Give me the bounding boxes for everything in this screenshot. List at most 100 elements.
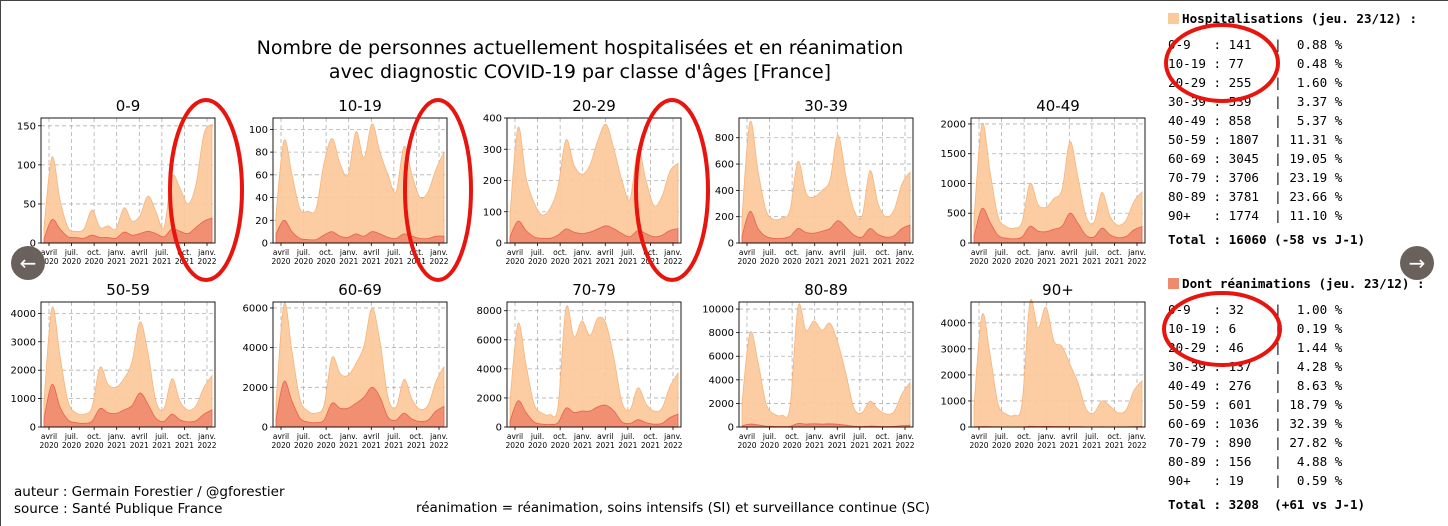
reanimations-area	[973, 207, 1143, 244]
x-tick-label: oct.	[553, 248, 567, 257]
reanimations-swatch	[1168, 278, 1179, 289]
x-tick-label: 2021	[1082, 441, 1101, 450]
arrow-left-icon[interactable]: ←	[11, 246, 45, 280]
y-tick-label: 0	[960, 239, 966, 250]
y-tick-label: 10000	[702, 305, 734, 316]
x-tick-label: avril	[597, 432, 613, 441]
x-tick-label: 2022	[895, 441, 914, 450]
x-tick-label: 2022	[197, 257, 216, 266]
y-tick-label: 0	[30, 239, 36, 250]
x-tick-label: oct.	[1107, 248, 1121, 257]
x-tick-label: 2021	[175, 257, 194, 266]
hospitalisations-area	[43, 306, 213, 428]
chart-title: 70-79	[572, 281, 616, 299]
x-tick-label: juil.	[64, 432, 78, 441]
stats-row: 40-49 : 276 | 8.63 %	[1168, 378, 1343, 393]
arrow-right-icon[interactable]: →	[1400, 246, 1434, 280]
stats-row: 30-39 : 539 | 3.37 %	[1168, 94, 1343, 109]
reanimations-total: Total : 3208 (+61 vs J-1)	[1168, 497, 1366, 512]
x-tick-label: 2021	[850, 441, 869, 450]
x-tick-label: 2021	[175, 441, 194, 450]
stats-row: 80-89 : 3781 | 23.66 %	[1168, 189, 1343, 204]
x-tick-label: janv.	[895, 432, 914, 441]
x-tick-label: 2020	[85, 441, 104, 450]
y-tick-label: 6000	[477, 335, 502, 346]
stats-row: 10-19 : 77 | 0.48 %	[1168, 56, 1343, 71]
x-tick-label: oct.	[643, 248, 657, 257]
x-tick-label: avril	[507, 432, 523, 441]
x-tick-label: 2021	[384, 257, 403, 266]
stats-row: 20-29 : 46 | 1.44 %	[1168, 340, 1343, 355]
x-tick-label: 2020	[551, 441, 570, 450]
x-tick-label: 2021	[1105, 441, 1124, 450]
x-tick-label: oct.	[87, 432, 101, 441]
y-tick-label: 400	[715, 186, 734, 197]
y-tick-label: 150	[17, 121, 36, 132]
x-tick-label: 2020	[783, 257, 802, 266]
x-tick-label: janv.	[895, 248, 914, 257]
x-tick-label: 2021	[1037, 257, 1056, 266]
x-tick-label: 2021	[1037, 441, 1056, 450]
x-tick-label: avril	[971, 248, 987, 257]
x-tick-label: juil.	[994, 248, 1008, 257]
x-tick-label: 2021	[596, 441, 615, 450]
y-tick-label: 300	[483, 145, 502, 156]
x-tick-label: juil.	[386, 248, 400, 257]
x-tick-label: 2021	[618, 257, 637, 266]
x-tick-label: 2021	[107, 257, 126, 266]
x-tick-label: oct.	[1107, 432, 1121, 441]
x-tick-label: janv.	[663, 248, 682, 257]
y-tick-label: 1000	[11, 394, 36, 405]
reanimations-area	[43, 383, 213, 428]
y-tick-label: 20	[255, 216, 268, 227]
chart-svg: 30-390200400600800avril2020juil.2020oct.…	[715, 97, 915, 266]
x-tick-label: 2020	[317, 257, 336, 266]
x-tick-label: 2022	[1127, 441, 1146, 450]
y-tick-label: 2000	[941, 119, 966, 130]
x-tick-label: 2021	[573, 257, 592, 266]
x-tick-label: 2021	[152, 257, 171, 266]
hospitalisations-area	[973, 299, 1143, 428]
plot-frame	[738, 117, 914, 244]
x-tick-label: 2021	[339, 441, 358, 450]
hospitalisations-area	[741, 120, 911, 244]
y-tick-label: 8000	[477, 306, 502, 317]
x-tick-label: janv.	[805, 248, 824, 257]
x-tick-label: avril	[739, 432, 755, 441]
y-tick-label: 3000	[941, 344, 966, 355]
x-tick-label: janv.	[805, 432, 824, 441]
stats-row: 70-79 : 890 | 27.82 %	[1168, 435, 1343, 450]
x-tick-label: juil.	[530, 432, 544, 441]
x-tick-label: juil.	[1084, 248, 1098, 257]
y-tick-label: 2000	[709, 399, 734, 410]
x-tick-label: juil.	[1084, 432, 1098, 441]
y-tick-label: 2000	[477, 393, 502, 404]
y-tick-label: 8000	[709, 328, 734, 339]
stats-row: 60-69 : 3045 | 19.05 %	[1168, 151, 1343, 166]
x-tick-label: 2020	[528, 257, 547, 266]
x-tick-label: avril	[1061, 432, 1077, 441]
x-tick-label: 2021	[596, 257, 615, 266]
y-tick-label: 100	[249, 125, 268, 136]
x-tick-label: avril	[273, 248, 289, 257]
author-credit: auteur : Germain Forestier / @gforestier	[14, 484, 285, 500]
x-tick-label: oct.	[553, 432, 567, 441]
x-tick-label: 2020	[760, 441, 779, 450]
chart-svg: 0-9050100150avril2020juil.2020oct.2020ja…	[17, 97, 217, 266]
x-tick-label: juil.	[296, 432, 310, 441]
x-tick-label: juil.	[64, 248, 78, 257]
y-tick-label: 0	[262, 239, 268, 250]
chart-svg: 50-5901000200030004000avril2020juil.2020…	[11, 281, 217, 450]
x-tick-label: juil.	[296, 248, 310, 257]
reanimations-header-label: Dont réanimations (jeu. 23/12) :	[1182, 276, 1425, 291]
y-tick-label: 600	[715, 160, 734, 171]
y-tick-label: 0	[496, 239, 502, 250]
stats-row: 30-39 : 137 | 4.28 %	[1168, 359, 1343, 374]
x-tick-label: oct.	[319, 432, 333, 441]
x-tick-label: 2021	[873, 441, 892, 450]
x-tick-label: 2020	[317, 441, 336, 450]
stats-row: 10-19 : 6 | 0.19 %	[1168, 321, 1343, 336]
plot-frame	[272, 301, 448, 428]
x-tick-label: janv.	[1037, 248, 1056, 257]
chart-panel-5: 40-49 0 500 1000 1500 2000 avril 2020 juil. 2020 o…	[940, 92, 1172, 277]
